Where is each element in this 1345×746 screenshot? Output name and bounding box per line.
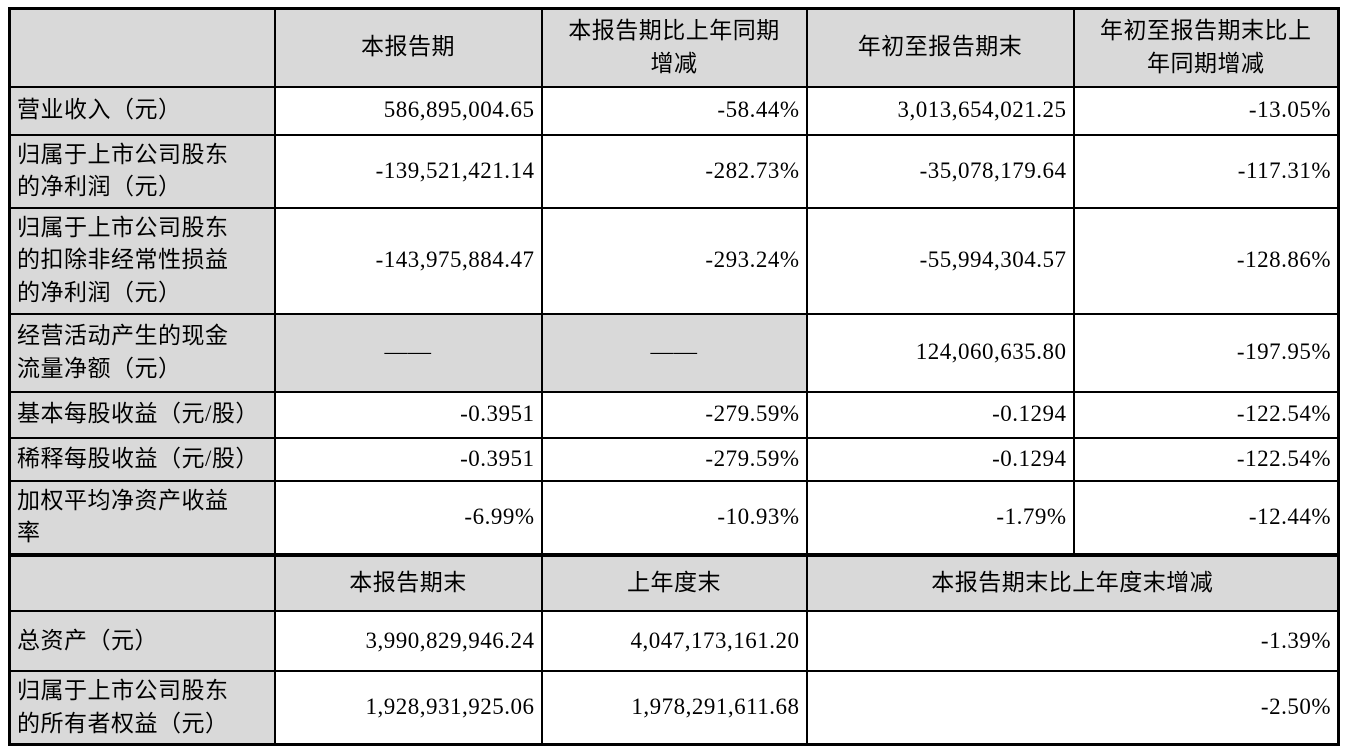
row-label: 归属于上市公司股东 的所有者权益（元） [8,670,276,746]
column-header-ytd-yoy-change: 年初至报告期末比上 年同期增减 [1072,7,1340,88]
cell-value: 4,047,173,161.20 [540,610,808,673]
cell-value: -117.31% [1072,133,1340,209]
cell-dash: —— [540,312,808,393]
row-label: 加权平均净资产收益 率 [8,479,276,557]
cell-value: -58.44% [540,85,808,136]
table-row-diluted-eps: 稀释每股收益（元/股） -0.3951 -279.59% -0.1294 -12… [8,436,1340,482]
cell-value: 586,895,004.65 [273,85,543,136]
corner-cell [8,553,276,613]
cell-value: -282.73% [540,133,808,209]
row-label: 营业收入（元） [8,85,276,136]
table-row-weighted-avg-roe: 加权平均净资产收益 率 -6.99% -10.93% -1.79% -12.44… [8,479,1340,557]
cell-value: -55,994,304.57 [805,206,1075,315]
column-header-ytd: 年初至报告期末 [805,7,1075,88]
column-header-end-of-last-year: 上年度末 [540,553,808,613]
cell-value: 3,990,829,946.24 [273,610,543,673]
yearend-header-row: 本报告期末 上年度末 本报告期末比上年度末增减 [8,553,1340,613]
cell-value: 1,978,291,611.68 [540,670,808,746]
column-header-current-period: 本报告期 [273,7,543,88]
column-header-current-period-yoy-change: 本报告期比上年同期 增减 [540,7,808,88]
cell-value: -122.54% [1072,390,1340,439]
table-row-revenue: 营业收入（元） 586,895,004.65 -58.44% 3,013,654… [8,85,1340,136]
cell-value: 124,060,635.80 [805,312,1075,393]
table-row-operating-cash-flow: 经营活动产生的现金 流量净额（元） —— —— 124,060,635.80 -… [8,312,1340,393]
cell-value: -279.59% [540,436,808,482]
period-header-row: 本报告期 本报告期比上年同期 增减 年初至报告期末 年初至报告期末比上 年同期增… [8,7,1340,88]
cell-value: -0.3951 [273,390,543,439]
cell-value: 1,928,931,925.06 [273,670,543,746]
cell-value: -10.93% [540,479,808,557]
row-label: 经营活动产生的现金 流量净额（元） [8,312,276,393]
cell-value: -139,521,421.14 [273,133,543,209]
cell-value: -2.50% [805,670,1340,746]
cell-value: -0.3951 [273,436,543,482]
cell-value: -1.39% [805,610,1340,673]
cell-value: -1.79% [805,479,1075,557]
cell-value: -6.99% [273,479,543,557]
row-label: 基本每股收益（元/股） [8,390,276,439]
column-header-end-of-period: 本报告期末 [273,553,543,613]
column-header-change-vs-last-yearend: 本报告期末比上年度末增减 [805,553,1340,613]
cell-value: -122.54% [1072,436,1340,482]
cell-value: -197.95% [1072,312,1340,393]
financial-summary-table: 本报告期 本报告期比上年同期 增减 年初至报告期末 年初至报告期末比上 年同期增… [8,7,1340,746]
row-label: 总资产（元） [8,610,276,673]
table-row-total-assets: 总资产（元） 3,990,829,946.24 4,047,173,161.20… [8,610,1340,673]
table-row-net-profit: 归属于上市公司股东 的净利润（元） -139,521,421.14 -282.7… [8,133,1340,209]
cell-value: -13.05% [1072,85,1340,136]
table-row-net-profit-excl-nonrecurring: 归属于上市公司股东 的扣除非经常性损益 的净利润（元） -143,975,884… [8,206,1340,315]
table-row-basic-eps: 基本每股收益（元/股） -0.3951 -279.59% -0.1294 -12… [8,390,1340,439]
cell-dash: —— [273,312,543,393]
row-label: 归属于上市公司股东 的扣除非经常性损益 的净利润（元） [8,206,276,315]
row-label: 归属于上市公司股东 的净利润（元） [8,133,276,209]
row-label: 稀释每股收益（元/股） [8,436,276,482]
cell-value: -0.1294 [805,390,1075,439]
cell-value: -143,975,884.47 [273,206,543,315]
cell-value: -128.86% [1072,206,1340,315]
cell-value: -293.24% [540,206,808,315]
corner-cell [8,7,276,88]
table-row-owners-equity: 归属于上市公司股东 的所有者权益（元） 1,928,931,925.06 1,9… [8,670,1340,746]
cell-value: -12.44% [1072,479,1340,557]
cell-value: 3,013,654,021.25 [805,85,1075,136]
cell-value: -0.1294 [805,436,1075,482]
cell-value: -35,078,179.64 [805,133,1075,209]
cell-value: -279.59% [540,390,808,439]
